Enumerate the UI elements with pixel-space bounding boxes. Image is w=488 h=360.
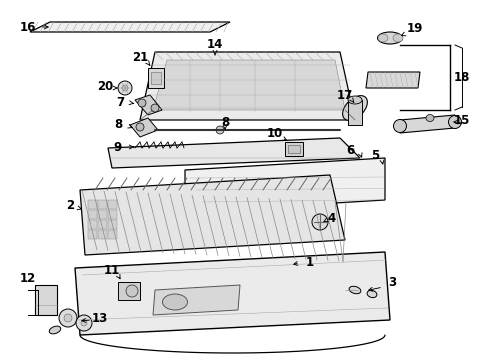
Text: 17: 17 xyxy=(336,89,352,102)
Text: 8: 8 xyxy=(221,116,229,129)
Circle shape xyxy=(311,214,327,230)
Bar xyxy=(88,200,97,209)
Bar xyxy=(35,285,57,315)
Ellipse shape xyxy=(377,34,387,42)
Bar xyxy=(98,200,107,209)
Bar xyxy=(148,68,163,88)
Circle shape xyxy=(151,104,159,112)
Ellipse shape xyxy=(348,286,360,294)
Polygon shape xyxy=(108,138,359,168)
Text: 2: 2 xyxy=(66,198,74,212)
Bar xyxy=(108,220,117,229)
Ellipse shape xyxy=(49,326,61,334)
Bar xyxy=(287,145,299,153)
Circle shape xyxy=(216,126,224,134)
Text: 21: 21 xyxy=(132,50,148,63)
Polygon shape xyxy=(153,285,240,315)
Ellipse shape xyxy=(392,34,402,42)
Text: 13: 13 xyxy=(92,311,108,324)
Bar xyxy=(98,210,107,219)
Text: 16: 16 xyxy=(20,21,36,33)
Polygon shape xyxy=(75,252,389,335)
Bar xyxy=(98,230,107,239)
Circle shape xyxy=(64,314,72,322)
Circle shape xyxy=(81,320,87,326)
Text: 7: 7 xyxy=(116,95,124,108)
Bar xyxy=(108,230,117,239)
Polygon shape xyxy=(153,60,345,110)
Polygon shape xyxy=(135,95,162,115)
Polygon shape xyxy=(130,118,158,137)
Circle shape xyxy=(138,99,146,107)
Ellipse shape xyxy=(366,291,376,298)
Text: 4: 4 xyxy=(327,212,335,225)
Bar xyxy=(118,282,140,300)
Text: 20: 20 xyxy=(97,80,113,93)
Ellipse shape xyxy=(347,96,361,104)
Ellipse shape xyxy=(393,120,406,132)
Text: 8: 8 xyxy=(114,117,122,131)
Polygon shape xyxy=(30,22,229,32)
Circle shape xyxy=(59,309,77,327)
Text: 9: 9 xyxy=(114,140,122,153)
Text: 3: 3 xyxy=(387,276,395,289)
Polygon shape xyxy=(365,72,419,88)
Text: 18: 18 xyxy=(453,71,469,84)
Text: 6: 6 xyxy=(345,144,353,157)
Ellipse shape xyxy=(342,96,366,120)
Circle shape xyxy=(122,85,128,91)
Bar xyxy=(108,210,117,219)
Polygon shape xyxy=(80,175,345,255)
Polygon shape xyxy=(399,115,454,133)
Ellipse shape xyxy=(377,32,402,44)
Bar xyxy=(285,142,303,156)
Text: 5: 5 xyxy=(370,149,378,162)
Bar xyxy=(151,72,161,84)
Text: 14: 14 xyxy=(206,37,223,50)
Text: 19: 19 xyxy=(406,22,422,35)
Ellipse shape xyxy=(425,114,433,122)
Bar xyxy=(347,100,361,125)
Circle shape xyxy=(118,81,132,95)
Ellipse shape xyxy=(162,294,187,310)
Polygon shape xyxy=(184,158,384,212)
Bar xyxy=(88,210,97,219)
Circle shape xyxy=(126,285,138,297)
Circle shape xyxy=(136,123,143,131)
Text: 12: 12 xyxy=(20,271,36,284)
Bar xyxy=(88,220,97,229)
Text: 11: 11 xyxy=(103,264,120,276)
Text: 10: 10 xyxy=(266,126,283,140)
Bar xyxy=(88,230,97,239)
Circle shape xyxy=(76,315,92,331)
Bar xyxy=(108,200,117,209)
Bar xyxy=(98,220,107,229)
Text: 15: 15 xyxy=(453,113,469,126)
Text: 1: 1 xyxy=(305,256,313,269)
Polygon shape xyxy=(140,52,354,120)
Ellipse shape xyxy=(447,116,461,129)
